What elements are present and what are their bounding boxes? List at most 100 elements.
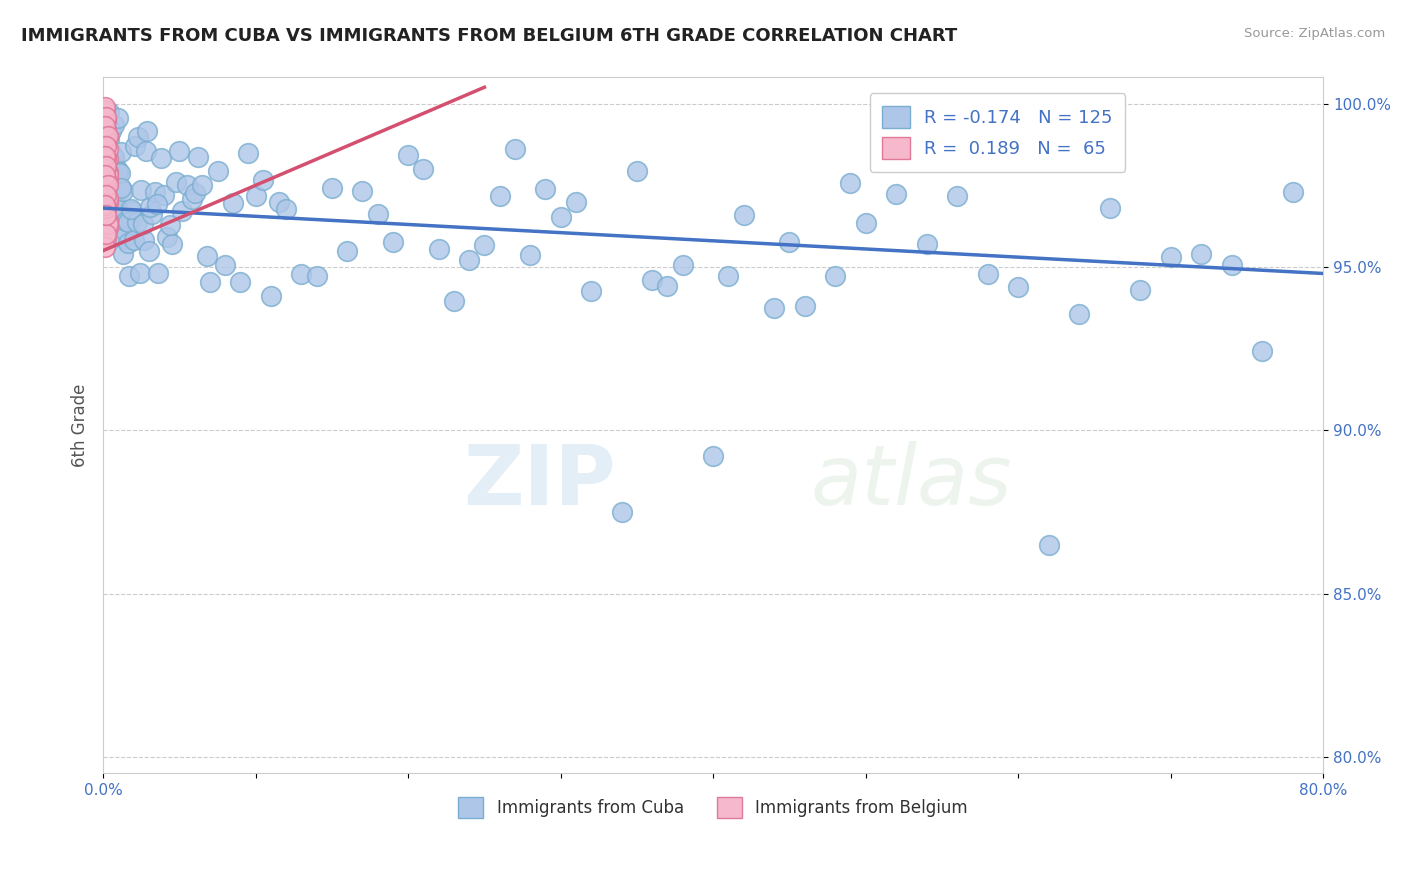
Point (93, 240, 115, 254)
Point (96, 178, 118, 193)
Point (135, 144, 157, 158)
Point (122, 234, 145, 248)
Legend: Immigrants from Cuba, Immigrants from Belgium: Immigrants from Cuba, Immigrants from Be… (451, 790, 974, 824)
Point (117, 236, 139, 251)
Point (267, 195, 290, 210)
Point (93, 211, 115, 225)
Point (1098, 202, 1121, 216)
Point (229, 275, 252, 289)
Point (146, 266, 169, 280)
Point (96, 188, 118, 202)
Point (412, 162, 434, 177)
Point (565, 195, 588, 210)
Point (172, 203, 194, 218)
Point (93, 112, 115, 127)
Point (129, 183, 152, 197)
Point (96, 171, 118, 186)
Point (488, 189, 510, 203)
Point (657, 279, 679, 293)
Point (128, 266, 150, 280)
Point (105, 161, 128, 176)
Point (381, 235, 404, 249)
Point (100, 124, 122, 138)
Point (824, 269, 846, 284)
Point (180, 192, 202, 206)
Point (1160, 250, 1182, 264)
Text: Source: ZipAtlas.com: Source: ZipAtlas.com (1244, 27, 1385, 40)
Point (139, 201, 162, 215)
Point (474, 238, 496, 252)
Point (103, 152, 125, 166)
Point (93, 211, 115, 225)
Point (207, 164, 229, 178)
Point (100, 146, 122, 161)
Point (120, 202, 142, 217)
Point (169, 144, 191, 158)
Point (534, 182, 557, 196)
Point (96, 139, 118, 153)
Point (222, 196, 245, 211)
Point (97, 178, 120, 193)
Point (93, 120, 115, 134)
Point (1281, 185, 1303, 199)
Point (176, 178, 198, 192)
Point (93, 181, 115, 195)
Point (352, 184, 374, 198)
Point (93, 208, 115, 222)
Point (98, 104, 121, 119)
Point (443, 294, 465, 309)
Point (93, 149, 115, 163)
Point (252, 173, 274, 187)
Point (427, 243, 450, 257)
Point (96, 201, 118, 215)
Point (884, 186, 907, 201)
Point (117, 214, 139, 228)
Point (138, 244, 160, 259)
Point (97, 129, 120, 144)
Point (134, 233, 156, 247)
Point (793, 299, 815, 313)
Point (336, 244, 359, 258)
Point (214, 258, 236, 272)
Point (1220, 258, 1243, 272)
Point (141, 206, 163, 220)
Point (458, 252, 481, 267)
Point (132, 217, 155, 231)
Text: ZIP: ZIP (463, 441, 616, 522)
Point (97, 214, 120, 228)
Point (118, 269, 141, 284)
Point (96, 227, 118, 242)
Point (104, 178, 127, 193)
Point (97, 220, 120, 235)
Point (93, 188, 115, 202)
Point (305, 269, 328, 284)
Point (97, 194, 120, 209)
Point (93, 198, 115, 212)
Point (97, 129, 120, 144)
Point (93, 191, 115, 205)
Text: IMMIGRANTS FROM CUBA VS IMMIGRANTS FROM BELGIUM 6TH GRADE CORRELATION CHART: IMMIGRANTS FROM CUBA VS IMMIGRANTS FROM … (21, 27, 957, 45)
Point (96, 161, 118, 176)
Point (321, 181, 343, 195)
Point (96, 198, 118, 212)
Point (98, 150, 121, 164)
Point (778, 235, 800, 249)
Point (96, 122, 118, 136)
Point (96, 112, 118, 127)
Point (103, 150, 125, 164)
Point (159, 219, 181, 233)
Point (1251, 344, 1274, 359)
Point (93, 169, 115, 183)
Point (93, 155, 115, 169)
Point (672, 258, 695, 272)
Point (108, 180, 131, 194)
Point (187, 150, 209, 164)
Point (183, 186, 205, 200)
Point (503, 142, 526, 156)
Point (93, 120, 115, 134)
Point (101, 202, 124, 217)
Point (1189, 247, 1212, 261)
Point (1129, 283, 1152, 297)
Point (93, 169, 115, 183)
Point (96, 152, 118, 166)
